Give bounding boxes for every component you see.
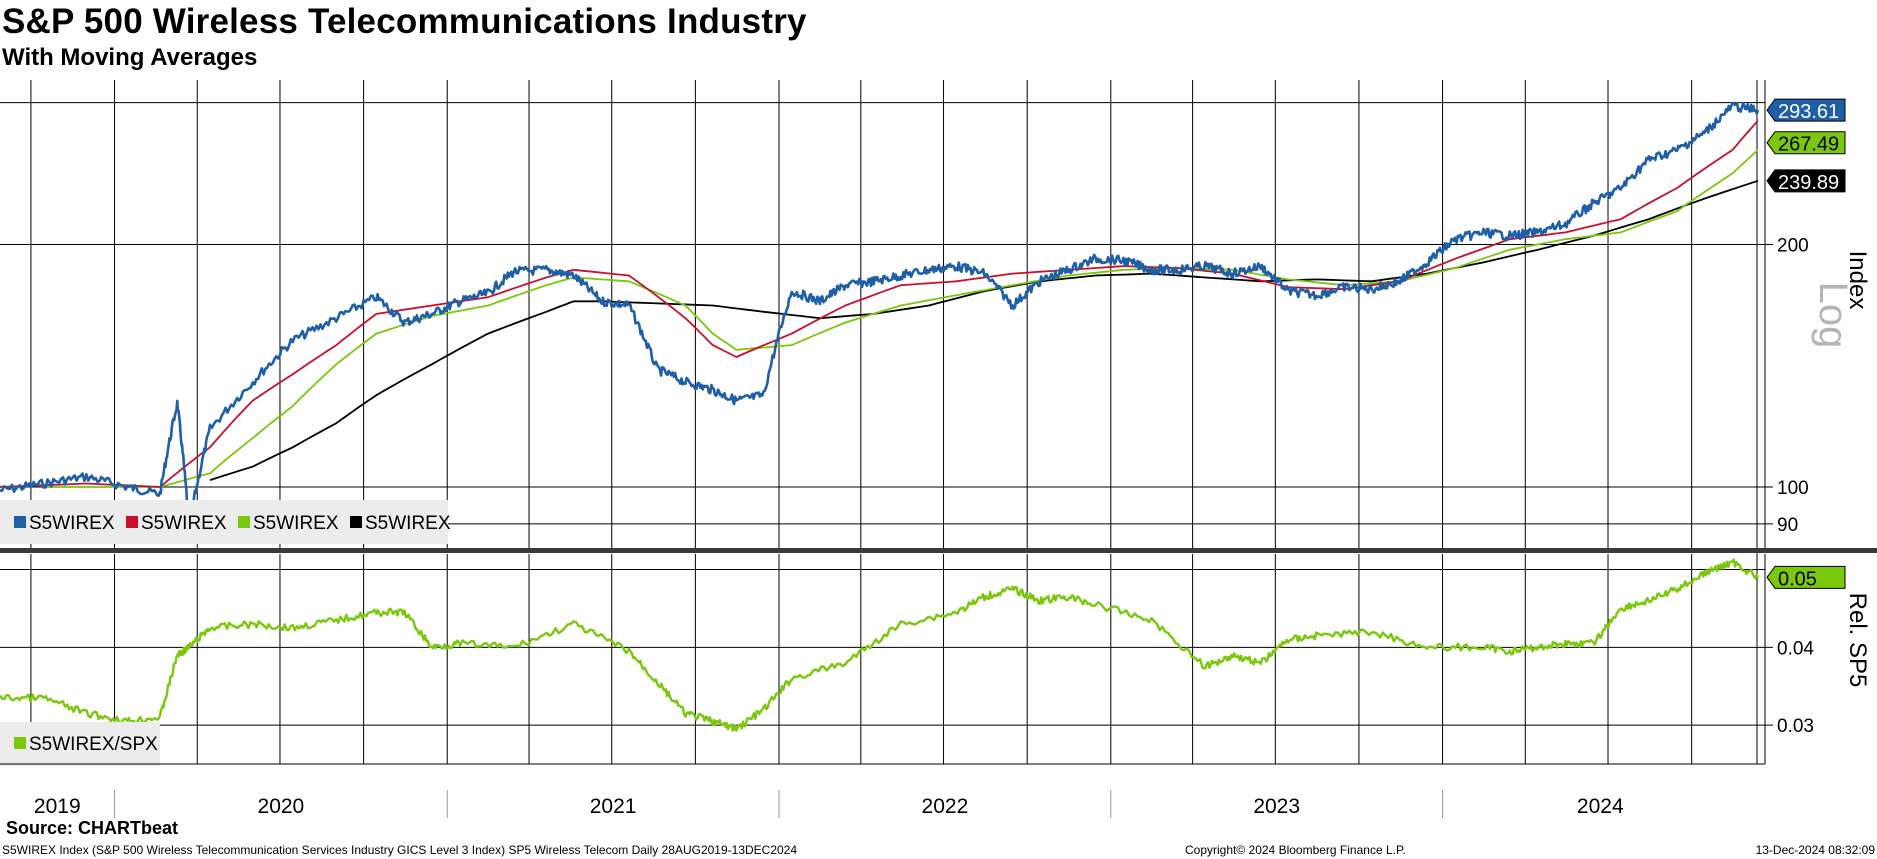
x-tick-label: 2023 [1253,795,1300,818]
x-tick-label: 2020 [258,795,305,818]
y-axis-label: Rel. SP5 [1844,593,1871,688]
footer-copyright: Copyright© 2024 Bloomberg Finance L.P. [1185,843,1406,857]
value-tag-ma-mid: 267.49 [1766,131,1846,156]
legend-upper: S5WIREX S5WIREX S5WIREX S5WIREX [0,500,451,544]
source-label: Source: CHARTbeat [6,818,179,838]
panel-divider [0,548,1877,553]
y-tick-label: 0.04 [1777,638,1814,659]
legend-lower: S5WIREX/SPX [0,722,160,766]
x-tick-label: 2019 [34,795,81,818]
value-tag-box [1766,131,1846,155]
value-tag-box [1766,98,1846,122]
value-tag-box [1766,565,1846,589]
value-tag-ma-long: 239.89 [1766,169,1846,194]
series-line-1 [0,119,1759,488]
y-tick-label: 90 [1777,515,1798,536]
y-tick-label: 200 [1777,235,1809,256]
legend-swatch [14,516,26,528]
log-scale-label: Log [1811,282,1855,349]
legend-label: S5WIREX [253,513,339,534]
series-line-2 [43,149,1759,488]
y-axis-label: Index [1844,251,1871,310]
y-tick-label: 100 [1777,478,1809,499]
x-tick-label: 2024 [1577,795,1624,818]
legend-bg [0,722,160,766]
ratio-line [0,558,1760,732]
vertical-grid [30,80,1693,764]
legend-swatch [238,516,250,528]
legend-swatch [350,516,362,528]
x-tick-label: 2022 [922,795,969,818]
value-tag-label: 293.61 [1778,101,1839,123]
legend-bg [0,500,448,544]
value-tag-label: 0.05 [1778,568,1817,590]
value-tag-label: 239.89 [1778,172,1839,194]
footer-timestamp: 13-Dec-2024 08:32:09 [1755,843,1875,857]
x-tick-label: 2021 [590,795,637,818]
value-tag-ratio: 0.05 [1766,565,1846,590]
legend-label: S5WIREX [141,513,227,534]
value-tag-price: 293.61 [1766,98,1846,123]
y-tick-label: 0.03 [1777,716,1814,737]
value-tag-label: 267.49 [1778,134,1839,156]
legend-label: S5WIREX/SPX [29,734,158,755]
footer-description: S5WIREX Index (S&P 500 Wireless Telecomm… [2,843,798,857]
legend-label: S5WIREX [365,513,451,534]
legend-label: S5WIREX [29,513,115,534]
legend-swatch [126,516,138,528]
series-line-3 [209,179,1759,481]
page-title: S&P 500 Wireless Telecommunications Indu… [2,2,807,41]
value-tag-box [1766,169,1846,193]
series-line-0 [0,101,1760,527]
page-subtitle: With Moving Averages [2,44,258,71]
legend-swatch [14,737,26,749]
